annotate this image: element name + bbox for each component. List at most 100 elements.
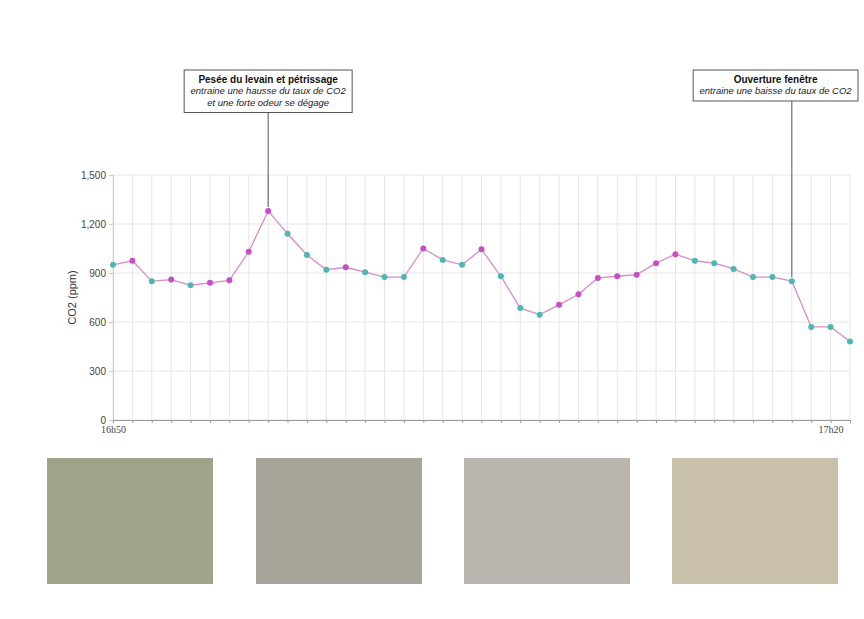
x-tick-mark	[559, 420, 560, 423]
x-tick-mark	[695, 420, 696, 423]
point	[382, 274, 388, 280]
x-tick-mark	[171, 420, 172, 423]
grid-line-x	[811, 175, 812, 420]
point	[575, 291, 581, 297]
x-tick	[346, 420, 347, 423]
x-tick-mark	[578, 420, 579, 423]
y-tick-label: 1,500	[81, 170, 106, 181]
x-tick	[191, 420, 192, 423]
point	[789, 278, 795, 284]
y-tick: 300	[89, 366, 113, 377]
point	[614, 273, 620, 279]
point	[847, 339, 853, 345]
x-tick	[675, 420, 676, 423]
grid-line-x	[384, 175, 385, 420]
x-tick	[482, 420, 483, 423]
point	[517, 305, 523, 311]
x-tick	[462, 420, 463, 423]
x-tick-mark	[753, 420, 754, 423]
point	[401, 274, 407, 280]
x-tick-mark	[385, 420, 386, 423]
x-tick-mark	[288, 420, 289, 423]
x-tick	[598, 420, 599, 423]
y-axis-line	[109, 176, 114, 421]
x-tick	[443, 420, 444, 423]
grid-line-y	[113, 224, 850, 225]
x-tick-mark	[229, 420, 230, 423]
grid-line-x	[481, 175, 482, 420]
grid-line-x	[559, 175, 560, 420]
x-tick-mark	[520, 420, 521, 423]
grid-line-x	[675, 175, 676, 420]
x-tick: 17h20	[819, 420, 844, 435]
y-tick-label: 1,200	[81, 219, 106, 230]
x-tick	[637, 420, 638, 423]
x-tick	[404, 420, 405, 423]
x-tick-mark	[831, 420, 832, 423]
y-tick-mark	[109, 224, 113, 225]
annotation: Pesée du levain et pétrissageentraine un…	[184, 70, 352, 207]
point	[188, 282, 194, 288]
annotation-text: entraine une baisse du taux de CO2	[700, 85, 853, 96]
x-axis: 16h5017h20	[101, 420, 851, 435]
x-tick-mark	[249, 420, 250, 423]
x-axis-line	[114, 421, 851, 424]
point	[129, 258, 135, 264]
x-tick-mark	[191, 420, 192, 423]
grid-line-x	[209, 175, 210, 420]
point	[440, 257, 446, 263]
grid-line-x	[850, 175, 851, 420]
x-tick	[617, 420, 618, 423]
x-tick	[268, 420, 269, 423]
point	[595, 275, 601, 281]
point	[711, 260, 717, 266]
x-tick-mark	[811, 420, 812, 423]
x-tick-mark	[734, 420, 735, 423]
y-tick-mark	[109, 273, 113, 274]
x-tick	[695, 420, 696, 423]
grid-line-x	[151, 175, 152, 420]
point	[168, 277, 174, 283]
x-tick	[811, 420, 812, 423]
x-tick-mark	[113, 420, 114, 423]
annotation-title: Pesée du levain et pétrissage	[198, 74, 338, 85]
grid-line-x	[539, 175, 540, 420]
y-tick: 900	[89, 268, 113, 279]
x-tick	[850, 420, 851, 423]
x-tick-mark	[423, 420, 424, 423]
grid-line-x	[287, 175, 288, 420]
y-tick-mark	[109, 420, 113, 421]
grid-line-x	[442, 175, 443, 420]
grid-line-x	[636, 175, 637, 420]
y-tick: 1,200	[81, 219, 113, 230]
photo	[464, 458, 630, 584]
annotation: Ouverture fenêtreentraine une baisse du …	[693, 70, 858, 277]
leader-line	[791, 101, 792, 277]
point	[498, 273, 504, 279]
grid-line-x	[694, 175, 695, 420]
photo	[256, 458, 422, 584]
point	[343, 264, 349, 270]
point	[207, 280, 213, 286]
point	[420, 246, 426, 252]
x-tick	[326, 420, 327, 423]
grid-line-x	[520, 175, 521, 420]
annotation-title: Ouverture fenêtre	[734, 74, 818, 85]
x-tick	[772, 420, 773, 423]
x-tick	[753, 420, 754, 423]
grid-line-x	[597, 175, 598, 420]
grid	[113, 175, 850, 420]
y-tick-mark	[109, 371, 113, 372]
grid-line-x	[830, 175, 831, 420]
grid-line-x	[656, 175, 657, 420]
point	[226, 277, 232, 283]
grid-line-x	[714, 175, 715, 420]
point	[246, 249, 252, 255]
point	[149, 278, 155, 284]
point	[285, 231, 291, 237]
x-tick-mark	[210, 420, 211, 423]
grid-line-x	[326, 175, 327, 420]
grid-line-x	[190, 175, 191, 420]
point	[769, 274, 775, 280]
leader-line	[268, 113, 269, 207]
